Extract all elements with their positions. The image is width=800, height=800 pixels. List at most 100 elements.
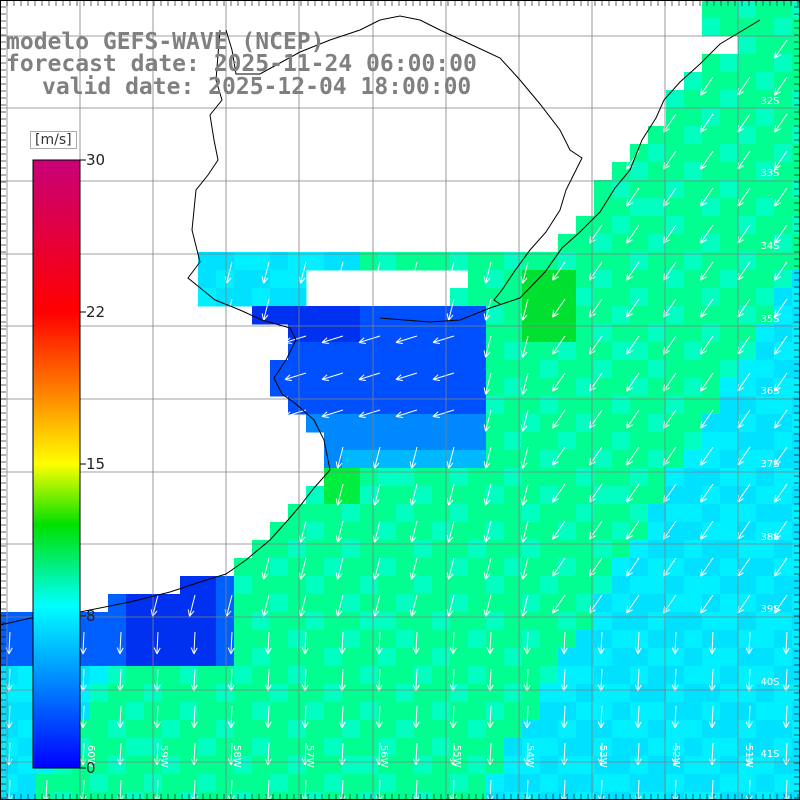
wind-cell bbox=[594, 648, 613, 667]
wind-arrow bbox=[432, 409, 455, 419]
wind-cell bbox=[630, 288, 649, 307]
wind-cell bbox=[666, 486, 685, 505]
wind-arrow bbox=[700, 261, 714, 281]
wind-cell bbox=[306, 612, 325, 631]
latitude-label: 39S bbox=[760, 604, 779, 615]
wind-cell bbox=[720, 414, 739, 433]
wind-cell bbox=[630, 792, 649, 800]
wind-cell bbox=[684, 180, 703, 199]
wind-cell bbox=[432, 684, 451, 703]
wind-cell bbox=[558, 522, 577, 541]
wind-cell bbox=[468, 576, 487, 595]
wind-cell bbox=[792, 0, 800, 19]
wind-cell bbox=[792, 162, 800, 181]
wind-cell bbox=[702, 234, 721, 253]
wind-cell bbox=[414, 756, 433, 775]
wind-cell bbox=[720, 252, 739, 271]
wind-cell bbox=[432, 252, 451, 271]
wind-cell bbox=[414, 576, 433, 595]
wind-cell bbox=[720, 612, 739, 631]
wind-cell bbox=[702, 270, 721, 289]
wind-cell bbox=[414, 792, 433, 800]
wind-arrow bbox=[264, 779, 272, 800]
wind-cell bbox=[612, 792, 631, 800]
wind-cell bbox=[720, 360, 739, 379]
wind-cell bbox=[648, 432, 667, 451]
wind-cell bbox=[738, 756, 757, 775]
wind-arrow bbox=[552, 298, 566, 318]
wind-cell bbox=[756, 270, 775, 289]
wind-cell bbox=[198, 288, 217, 307]
wind-cell bbox=[126, 720, 145, 739]
wind-cell bbox=[594, 792, 613, 800]
wind-cell bbox=[594, 738, 613, 757]
wind-cell bbox=[774, 234, 793, 253]
wind-arrow bbox=[523, 631, 531, 655]
wind-cell bbox=[198, 630, 217, 649]
wind-cell bbox=[414, 432, 433, 451]
wind-cell bbox=[612, 486, 631, 505]
wind-cell bbox=[702, 252, 721, 271]
wind-cell bbox=[450, 738, 469, 757]
wind-arrow bbox=[412, 705, 420, 729]
wind-cell bbox=[162, 720, 181, 739]
wind-cell bbox=[666, 612, 685, 631]
wind-cell bbox=[288, 666, 307, 685]
wind-cell bbox=[594, 306, 613, 325]
wind-arrow bbox=[626, 409, 640, 429]
wind-arrow bbox=[663, 409, 677, 429]
wind-arrow bbox=[671, 631, 679, 655]
wind-cell bbox=[684, 234, 703, 253]
wind-cell bbox=[720, 450, 739, 469]
wind-cell bbox=[270, 792, 289, 800]
wind-cell bbox=[342, 792, 361, 800]
wind-cell bbox=[126, 738, 145, 757]
wind-cell bbox=[648, 648, 667, 667]
wind-cell bbox=[540, 252, 559, 271]
wind-cell bbox=[630, 468, 649, 487]
wind-cell bbox=[162, 756, 181, 775]
wind-arrow bbox=[663, 298, 677, 318]
wind-cell bbox=[558, 432, 577, 451]
wind-arrow bbox=[700, 298, 714, 318]
wind-cell bbox=[108, 702, 127, 721]
wind-cell bbox=[522, 432, 541, 451]
wind-arrow bbox=[700, 483, 714, 503]
wind-cell bbox=[594, 342, 613, 361]
wind-cell bbox=[468, 432, 487, 451]
wind-cell bbox=[720, 702, 739, 721]
wind-cell bbox=[738, 540, 757, 559]
wind-arrow bbox=[626, 483, 640, 503]
wind-arrow bbox=[42, 779, 50, 800]
wind-cell bbox=[378, 468, 397, 487]
wind-cell bbox=[612, 216, 631, 235]
wind-cell bbox=[18, 738, 37, 757]
longitude-label: 56W bbox=[378, 745, 389, 768]
wind-cell bbox=[648, 486, 667, 505]
wind-cell bbox=[756, 180, 775, 199]
wind-cell bbox=[468, 720, 487, 739]
wind-cell bbox=[792, 72, 800, 91]
wind-cell bbox=[594, 594, 613, 613]
wind-cell bbox=[414, 378, 433, 397]
wind-cell bbox=[522, 396, 541, 415]
wind-arrow bbox=[700, 446, 714, 466]
wind-arrow bbox=[261, 594, 270, 617]
wind-cell bbox=[756, 18, 775, 37]
wind-cell bbox=[468, 594, 487, 613]
wind-arrow bbox=[153, 705, 161, 729]
wind-cell bbox=[288, 720, 307, 739]
wind-cell bbox=[558, 450, 577, 469]
wind-cell bbox=[288, 576, 307, 595]
wind-cell bbox=[756, 342, 775, 361]
wind-cell bbox=[450, 486, 469, 505]
wind-arrow bbox=[520, 335, 529, 358]
wind-arrow bbox=[153, 779, 161, 800]
wind-cell bbox=[360, 630, 379, 649]
wind-arrow bbox=[446, 557, 455, 580]
wind-cell bbox=[648, 558, 667, 577]
wind-arrow bbox=[552, 409, 566, 429]
wind-cell bbox=[774, 666, 793, 685]
wind-cell bbox=[504, 378, 523, 397]
wind-arrow bbox=[446, 483, 455, 506]
